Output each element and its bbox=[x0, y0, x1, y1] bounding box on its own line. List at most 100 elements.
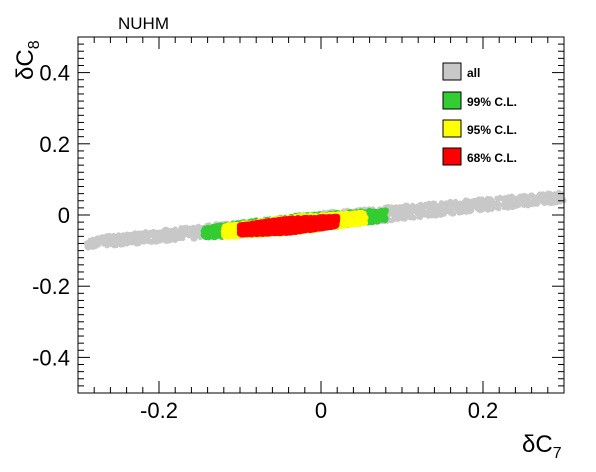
data-point bbox=[390, 217, 396, 223]
data-point bbox=[416, 214, 422, 220]
series-4-points bbox=[236, 213, 341, 238]
data-point bbox=[280, 229, 288, 236]
data-point bbox=[305, 225, 312, 232]
data-point bbox=[290, 219, 298, 226]
legend-swatch-68 bbox=[442, 147, 462, 166]
y-axis-title: δC8 bbox=[12, 40, 43, 80]
data-point bbox=[269, 218, 277, 225]
data-point bbox=[471, 202, 477, 209]
data-point bbox=[438, 212, 444, 218]
data-point bbox=[371, 213, 378, 220]
data-point bbox=[113, 242, 120, 249]
data-point bbox=[347, 213, 354, 220]
x-tick-label: 0.2 bbox=[468, 398, 499, 423]
data-point bbox=[502, 195, 508, 201]
data-point bbox=[340, 219, 347, 227]
data-point bbox=[106, 232, 113, 239]
data-point bbox=[177, 233, 183, 240]
data-point bbox=[188, 227, 195, 233]
data-point bbox=[147, 239, 153, 245]
data-point bbox=[144, 233, 150, 239]
data-point bbox=[315, 225, 322, 232]
legend-swatch-all bbox=[442, 62, 462, 81]
data-point bbox=[545, 190, 551, 196]
data-point bbox=[168, 237, 175, 243]
data-point bbox=[194, 226, 200, 232]
data-point bbox=[101, 236, 107, 242]
data-point bbox=[551, 192, 557, 198]
data-point bbox=[404, 202, 410, 208]
data-point bbox=[162, 234, 168, 240]
data-point bbox=[224, 223, 232, 230]
y-tick-label: 0.2 bbox=[39, 132, 70, 157]
data-point bbox=[232, 222, 239, 229]
data-point bbox=[405, 214, 412, 220]
data-point bbox=[225, 230, 232, 237]
data-point bbox=[420, 210, 426, 216]
data-point bbox=[297, 218, 304, 226]
data-point bbox=[212, 229, 219, 236]
data-point bbox=[202, 232, 209, 239]
data-point bbox=[410, 208, 416, 214]
data-point bbox=[325, 214, 332, 221]
legend-label: 68% C.L. bbox=[467, 151, 517, 165]
y-axis-title-subscript: 8 bbox=[26, 40, 43, 49]
data-point bbox=[326, 222, 333, 229]
data-point bbox=[265, 230, 273, 237]
data-point bbox=[213, 223, 221, 230]
data-point bbox=[201, 227, 209, 235]
data-point bbox=[500, 202, 506, 208]
data-point bbox=[352, 218, 359, 225]
y-tick-label: 0.4 bbox=[39, 61, 70, 86]
data-point bbox=[416, 209, 422, 215]
data-point bbox=[106, 239, 112, 245]
data-point bbox=[317, 216, 324, 224]
data-point bbox=[513, 202, 520, 208]
data-point bbox=[86, 240, 92, 246]
data-point bbox=[239, 224, 246, 231]
data-point bbox=[243, 230, 250, 238]
data-point bbox=[484, 204, 490, 210]
data-point bbox=[121, 237, 127, 243]
data-point bbox=[510, 194, 516, 200]
data-point bbox=[429, 205, 435, 211]
legend-swatch-99 bbox=[442, 91, 462, 110]
data-point bbox=[528, 202, 535, 208]
data-point bbox=[257, 223, 264, 231]
axis-ticks bbox=[78, 36, 564, 394]
data-point bbox=[126, 234, 132, 240]
data-point bbox=[490, 199, 496, 205]
data-point bbox=[447, 210, 453, 216]
model-label: NUHM bbox=[118, 14, 169, 33]
data-point bbox=[546, 199, 553, 205]
data-point bbox=[269, 223, 277, 230]
data-point bbox=[382, 207, 389, 214]
data-point bbox=[264, 220, 271, 227]
legend-label: 99% C.L. bbox=[467, 95, 517, 109]
data-point bbox=[533, 200, 540, 206]
data-point bbox=[290, 228, 298, 235]
data-point bbox=[192, 235, 198, 241]
data-point bbox=[173, 236, 179, 242]
data-point bbox=[393, 208, 399, 214]
data-point bbox=[430, 200, 436, 206]
data-point bbox=[178, 225, 184, 231]
data-point bbox=[517, 193, 523, 199]
data-point bbox=[136, 230, 142, 236]
data-point bbox=[450, 206, 457, 212]
data-point bbox=[395, 216, 401, 222]
data-point bbox=[338, 211, 345, 218]
data-point bbox=[522, 199, 529, 205]
data-point bbox=[172, 230, 178, 237]
y-tick-label: 0 bbox=[58, 203, 70, 228]
data-point bbox=[425, 213, 431, 219]
legend-label: all bbox=[467, 66, 480, 80]
data-point bbox=[462, 202, 468, 208]
data-point bbox=[431, 211, 437, 217]
x-axis-title-main: δC bbox=[522, 431, 553, 458]
data-point bbox=[444, 200, 450, 206]
data-point bbox=[276, 218, 283, 225]
x-axis-title-subscript: 7 bbox=[553, 445, 562, 462]
data-point bbox=[118, 241, 124, 247]
data-point bbox=[113, 238, 119, 245]
